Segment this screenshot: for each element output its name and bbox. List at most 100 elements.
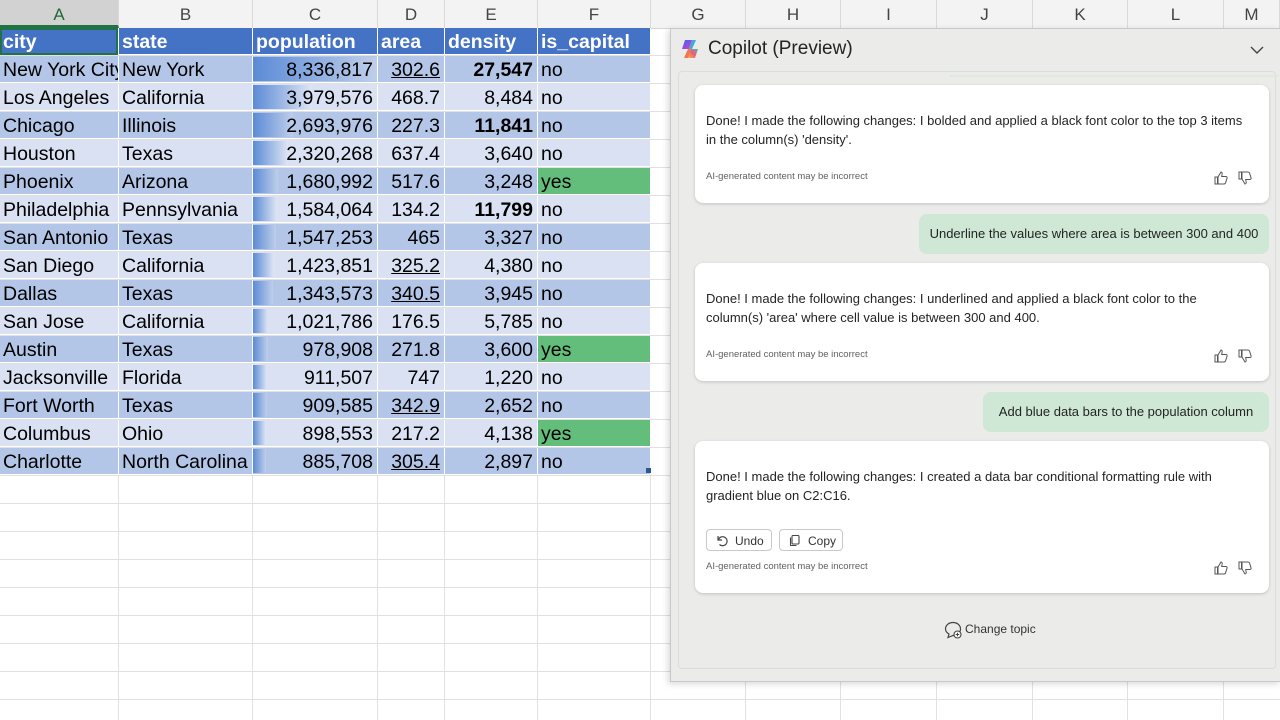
header-cell-population[interactable]: population <box>253 28 378 55</box>
column-header-k[interactable]: K <box>1033 0 1128 28</box>
cell-is-capital[interactable]: yes <box>538 420 651 447</box>
cell-city[interactable]: Dallas <box>0 280 119 307</box>
cell-population[interactable]: 911,507 <box>253 364 378 391</box>
cell-is-capital[interactable]: no <box>538 392 651 419</box>
cell-population[interactable]: 978,908 <box>253 336 378 363</box>
thumbs-down-icon[interactable] <box>1237 348 1253 364</box>
thumbs-down-icon[interactable] <box>1237 170 1253 186</box>
cell-area[interactable]: 340.5 <box>378 280 445 307</box>
cell-population[interactable]: 1,680,992 <box>253 168 378 195</box>
column-header-m[interactable]: M <box>1224 0 1280 28</box>
cell-population[interactable]: 8,336,817 <box>253 56 378 83</box>
cell-city[interactable]: San Diego <box>0 252 119 279</box>
cell-state[interactable]: Texas <box>119 336 253 363</box>
cell-city[interactable]: Jacksonville <box>0 364 119 391</box>
cell-is-capital[interactable]: no <box>538 364 651 391</box>
cell-population[interactable]: 1,343,573 <box>253 280 378 307</box>
thumbs-up-icon[interactable] <box>1213 348 1229 364</box>
cell-state[interactable]: Arizona <box>119 168 253 195</box>
cell-state[interactable]: North Carolina <box>119 448 253 475</box>
cell-density[interactable]: 1,220 <box>445 364 538 391</box>
thumbs-up-icon[interactable] <box>1213 560 1229 576</box>
cell-state[interactable]: New York <box>119 56 253 83</box>
cell-city[interactable]: San Antonio <box>0 224 119 251</box>
cell-is-capital[interactable]: no <box>538 196 651 223</box>
header-cell-area[interactable]: area <box>378 28 445 55</box>
chat-scroll-area[interactable] <box>678 71 1276 669</box>
column-header-l[interactable]: L <box>1128 0 1224 28</box>
copy-button[interactable]: Copy <box>779 529 843 551</box>
cell-city[interactable]: Chicago <box>0 112 119 139</box>
spreadsheet-grid[interactable]: city state population area density is_ca… <box>0 28 1280 720</box>
cell-density[interactable]: 3,600 <box>445 336 538 363</box>
cell-state[interactable]: Pennsylvania <box>119 196 253 223</box>
cell-population[interactable]: 898,553 <box>253 420 378 447</box>
cell-population[interactable]: 1,021,786 <box>253 308 378 335</box>
cell-area[interactable]: 465 <box>378 224 445 251</box>
cell-city[interactable]: San Jose <box>0 308 119 335</box>
cell-area[interactable]: 302.6 <box>378 56 445 83</box>
cell-is-capital[interactable]: no <box>538 56 651 83</box>
cell-area[interactable]: 217.2 <box>378 420 445 447</box>
cell-area[interactable]: 747 <box>378 364 445 391</box>
cell-is-capital[interactable]: no <box>538 140 651 167</box>
cell-density[interactable]: 11,841 <box>445 112 538 139</box>
cell-population[interactable]: 909,585 <box>253 392 378 419</box>
cell-density[interactable]: 27,547 <box>445 56 538 83</box>
cell-density[interactable]: 2,652 <box>445 392 538 419</box>
cell-area[interactable]: 325.2 <box>378 252 445 279</box>
cell-state[interactable]: Texas <box>119 392 253 419</box>
cell-population[interactable]: 1,584,064 <box>253 196 378 223</box>
cell-is-capital[interactable]: no <box>538 252 651 279</box>
undo-button[interactable]: Undo <box>706 529 772 551</box>
column-header-j[interactable]: J <box>937 0 1033 28</box>
cell-area[interactable]: 227.3 <box>378 112 445 139</box>
cell-population[interactable]: 885,708 <box>253 448 378 475</box>
column-header-f[interactable]: F <box>538 0 651 28</box>
header-cell-density[interactable]: density <box>445 28 538 55</box>
cell-density[interactable]: 11,799 <box>445 196 538 223</box>
cell-area[interactable]: 517.6 <box>378 168 445 195</box>
cell-city[interactable]: Houston <box>0 140 119 167</box>
cell-state[interactable]: Texas <box>119 224 253 251</box>
cell-area[interactable]: 176.5 <box>378 308 445 335</box>
change-topic-button[interactable]: Change topic <box>943 619 1053 641</box>
cell-area[interactable]: 134.2 <box>378 196 445 223</box>
cell-area[interactable]: 271.8 <box>378 336 445 363</box>
column-header-g[interactable]: G <box>651 0 746 28</box>
cell-density[interactable]: 8,484 <box>445 84 538 111</box>
cell-city[interactable]: Columbus <box>0 420 119 447</box>
column-header-i[interactable]: I <box>841 0 937 28</box>
cell-state[interactable]: California <box>119 252 253 279</box>
column-header-b[interactable]: B <box>119 0 253 28</box>
cell-area[interactable]: 342.9 <box>378 392 445 419</box>
cell-is-capital[interactable]: yes <box>538 168 651 195</box>
header-cell-state[interactable]: state <box>119 28 253 55</box>
cell-city[interactable]: Charlotte <box>0 448 119 475</box>
cell-area[interactable]: 637.4 <box>378 140 445 167</box>
cell-is-capital[interactable]: no <box>538 112 651 139</box>
cell-city[interactable]: New York City <box>0 56 119 83</box>
cell-is-capital[interactable]: no <box>538 224 651 251</box>
cell-density[interactable]: 2,897 <box>445 448 538 475</box>
cell-density[interactable]: 4,380 <box>445 252 538 279</box>
cell-is-capital[interactable]: no <box>538 448 651 475</box>
table-resize-handle[interactable] <box>646 468 651 473</box>
cell-population[interactable]: 2,320,268 <box>253 140 378 167</box>
header-cell-city[interactable]: city <box>0 28 119 55</box>
cell-state[interactable]: Florida <box>119 364 253 391</box>
cell-density[interactable]: 5,785 <box>445 308 538 335</box>
cell-density[interactable]: 3,945 <box>445 280 538 307</box>
cell-is-capital[interactable]: no <box>538 308 651 335</box>
cell-population[interactable]: 2,693,976 <box>253 112 378 139</box>
column-header-d[interactable]: D <box>378 0 445 28</box>
cell-is-capital[interactable]: no <box>538 280 651 307</box>
cell-state[interactable]: California <box>119 308 253 335</box>
column-header-c[interactable]: C <box>253 0 378 28</box>
cell-is-capital[interactable]: no <box>538 84 651 111</box>
column-header-h[interactable]: H <box>746 0 841 28</box>
cell-state[interactable]: Illinois <box>119 112 253 139</box>
cell-state[interactable]: Ohio <box>119 420 253 447</box>
thumbs-down-icon[interactable] <box>1237 560 1253 576</box>
cell-state[interactable]: California <box>119 84 253 111</box>
